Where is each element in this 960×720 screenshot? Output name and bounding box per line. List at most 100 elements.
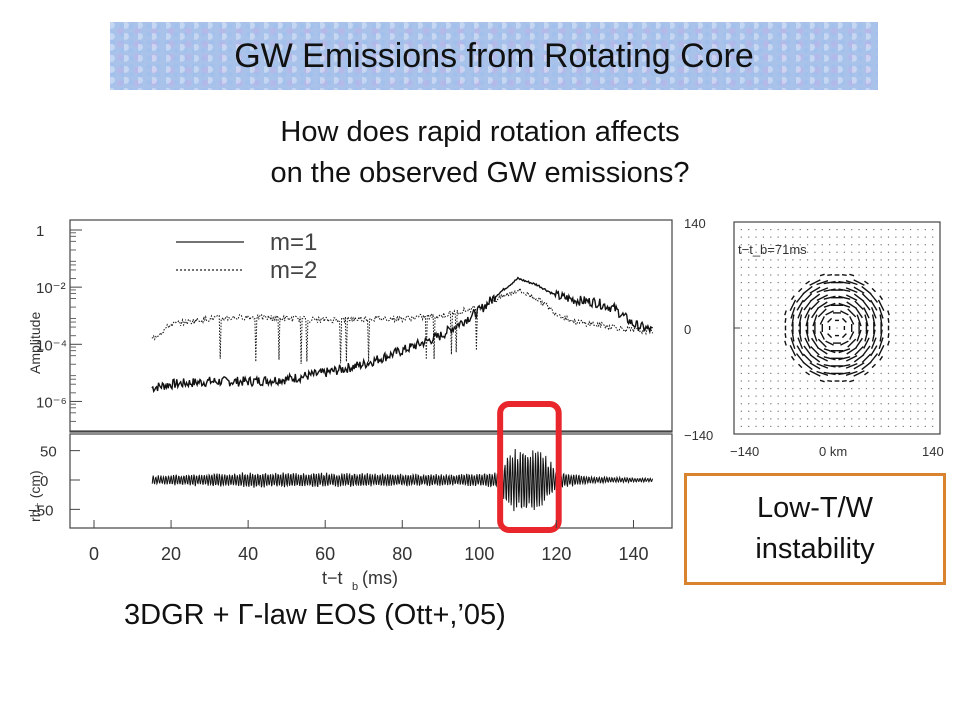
vortex-dot — [792, 266, 794, 269]
vortex-dot — [851, 236, 853, 238]
vortex-vector — [862, 300, 871, 311]
vortex-dot — [806, 410, 809, 412]
vortex-dot — [748, 403, 750, 405]
vortex-dot — [895, 395, 897, 397]
vortex-vector — [841, 380, 847, 382]
vortex-dot — [917, 387, 919, 390]
vortex-dot — [792, 365, 794, 367]
question-text: How does rapid rotation affects on the o… — [140, 112, 820, 194]
vortex-dot — [865, 266, 868, 269]
vortex-dot — [909, 357, 912, 359]
vortex-dot — [895, 244, 897, 246]
vortex-dot — [792, 236, 794, 238]
vortex-vector — [849, 273, 855, 277]
vortex-dot — [895, 251, 897, 253]
vortex-dot — [880, 266, 882, 269]
vortex-dot — [770, 350, 772, 352]
vortex-dot — [887, 281, 890, 284]
vortex-vector — [805, 371, 810, 376]
vortex-dot — [932, 297, 934, 299]
vortex-dot — [792, 410, 794, 412]
vortex-dot — [799, 236, 801, 238]
vortex-dot — [755, 372, 757, 375]
vortex-dot — [858, 251, 860, 253]
vortex-vector — [849, 379, 855, 383]
vortex-dot — [777, 312, 779, 314]
vortex-vector — [796, 345, 804, 357]
vortex-dot — [887, 266, 890, 269]
vortex-dot — [932, 425, 934, 428]
vortex-dot — [895, 259, 897, 261]
vortex-vector — [838, 371, 851, 376]
vortex-dot — [917, 380, 919, 382]
amplitude-panel: 1 10⁻² 10⁻⁴ 10⁻⁶ Amplitude m=1m=2 — [27, 219, 673, 433]
vortex-dot — [932, 395, 934, 397]
vortex-dot — [821, 266, 823, 269]
vortex-dot — [777, 289, 779, 291]
vortex-dot — [770, 410, 772, 412]
vortex-y-tick-label: 140 — [684, 216, 706, 231]
vortex-vector — [847, 308, 857, 318]
vortex-dot — [740, 281, 742, 284]
vortex-vector — [802, 293, 813, 303]
vortex-dot — [917, 289, 919, 291]
vortex-dot — [784, 410, 787, 412]
vortex-dot — [909, 259, 912, 261]
vortex-dot — [770, 304, 772, 306]
vortex-dot — [821, 418, 823, 420]
vortex-dot — [755, 403, 757, 405]
vortex-vector — [809, 293, 821, 302]
vortex-dot — [836, 259, 838, 261]
vortex-dot — [740, 350, 742, 352]
vortex-dot — [770, 357, 772, 359]
vortex-dot — [814, 274, 816, 276]
vortex-dot — [843, 403, 845, 405]
vortex-dot — [924, 395, 926, 397]
vortex-dot — [924, 319, 926, 322]
vortex-dot — [806, 380, 809, 382]
vortex-dot — [843, 228, 845, 231]
vortex-dot — [858, 418, 860, 420]
vortex-dot — [792, 372, 794, 375]
vortex-vector — [797, 337, 804, 349]
vortex-dot — [777, 251, 779, 253]
vortex-dot — [755, 281, 757, 284]
vortex-dot — [895, 418, 897, 420]
vortex-dot — [932, 274, 934, 276]
vortex-dot — [865, 380, 868, 382]
vortex-dot — [762, 289, 765, 291]
vortex-dot — [836, 228, 838, 231]
vortex-dot — [895, 403, 897, 405]
vortex-dot — [806, 403, 809, 405]
vortex-vector — [853, 293, 865, 302]
vortex-dot — [843, 410, 845, 412]
vortex-dot — [821, 403, 823, 405]
vortex-dot — [924, 387, 926, 390]
vortex-dot — [924, 304, 926, 306]
vortex-dot — [806, 228, 809, 231]
vortex-dot — [770, 372, 772, 375]
vortex-dot — [770, 289, 772, 291]
amplitude-axis-label: Amplitude — [27, 312, 43, 374]
vortex-dot — [895, 297, 897, 299]
vortex-dot — [784, 266, 787, 269]
vortex-vector — [825, 340, 834, 346]
vortex-dot — [902, 372, 904, 375]
vortex-vector — [854, 346, 864, 356]
vortex-dot — [932, 304, 934, 306]
vortex-vector — [790, 306, 796, 319]
vortex-dot — [777, 380, 779, 382]
vortex-dot — [799, 274, 801, 276]
vortex-dot — [917, 410, 919, 412]
vortex-dot — [814, 228, 816, 231]
vortex-dot — [909, 319, 912, 322]
vortex-dot — [762, 380, 765, 382]
vortex-dot — [873, 403, 875, 405]
vortex-vector — [871, 287, 876, 293]
vortex-vector — [845, 362, 858, 369]
vortex-dot — [887, 395, 890, 397]
vortex-dot — [755, 304, 757, 306]
vortex-dot — [924, 327, 926, 329]
vortex-dot — [821, 236, 823, 238]
amplitude-frame — [69, 219, 673, 433]
